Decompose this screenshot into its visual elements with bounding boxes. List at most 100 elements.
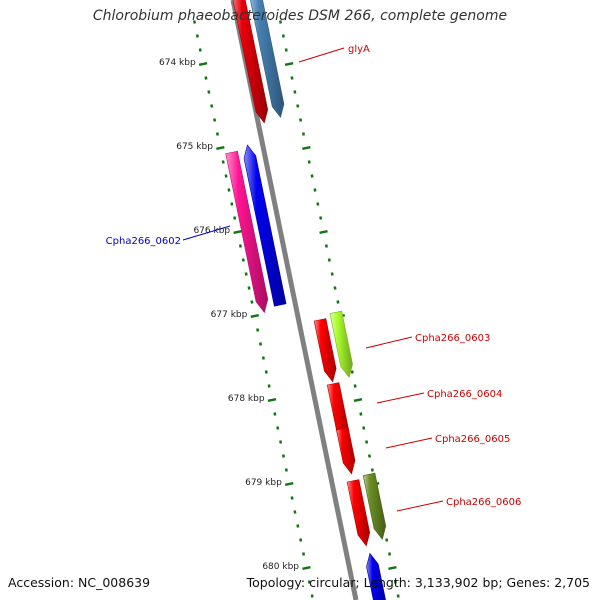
- tick-label-0: 674 kbp: [159, 58, 196, 68]
- gene-arrow-1[interactable]: [248, 0, 285, 119]
- gene-label-0[interactable]: glyA: [348, 44, 370, 55]
- gene-arrow-8[interactable]: [346, 479, 371, 547]
- tick-mark-4: [198, 48, 202, 52]
- tick-mark-22: [224, 174, 228, 178]
- label-leader-7: [385, 437, 433, 449]
- tick-mark-8: [204, 76, 208, 80]
- tick-mark-major-19: [302, 145, 311, 151]
- tick-mark-major-79: [388, 565, 397, 571]
- tick-mark-major-7: [284, 61, 294, 67]
- tick-mark-51: [350, 370, 354, 374]
- tick-mark-13: [296, 104, 300, 108]
- tick-mark-15: [299, 118, 303, 122]
- tick-mark-5: [284, 48, 288, 52]
- tick-mark-34: [241, 258, 245, 262]
- tick-mark-0: [192, 20, 197, 24]
- tick-mark-21: [307, 160, 311, 164]
- gene-arrow-10[interactable]: [366, 552, 387, 600]
- gene-arrow-3[interactable]: [225, 150, 269, 314]
- tick-mark-70: [293, 510, 297, 514]
- tick-mark-20: [221, 160, 225, 164]
- gene-label-7[interactable]: Cpha266_0605: [435, 434, 510, 445]
- tick-mark-58: [276, 426, 280, 430]
- tick-mark-48: [261, 356, 265, 360]
- tick-mark-44: [256, 328, 260, 332]
- tick-mark-61: [365, 440, 369, 444]
- tick-mark-63: [367, 454, 372, 458]
- tick-label-6: 680 kbp: [262, 562, 299, 572]
- tick-mark-2: [195, 34, 199, 38]
- gene-label-8[interactable]: Cpha266_0606: [446, 497, 521, 508]
- gene-arrow-9[interactable]: [362, 472, 387, 541]
- tick-mark-36: [244, 272, 248, 276]
- gene-label-6[interactable]: Cpha266_0604: [427, 389, 502, 400]
- tick-mark-74: [299, 538, 303, 542]
- tick-mark-16: [215, 132, 219, 136]
- tick-mark-11: [293, 90, 297, 94]
- tick-label-4: 678 kbp: [228, 394, 265, 404]
- tick-mark-64: [284, 468, 288, 472]
- tick-mark-41: [336, 300, 340, 304]
- tick-mark-28: [233, 216, 237, 220]
- tick-mark-82: [310, 594, 314, 598]
- gene-arrow-5[interactable]: [329, 310, 353, 379]
- tick-mark-75: [385, 538, 389, 542]
- gene-arrow-0[interactable]: [231, 0, 269, 124]
- tick-mark-53: [353, 384, 357, 388]
- tick-mark-77: [388, 552, 392, 556]
- tick-mark-62: [281, 454, 286, 458]
- gene-arrow-2[interactable]: [243, 144, 287, 307]
- gene-arrow-7[interactable]: [336, 427, 356, 475]
- tick-mark-10: [207, 90, 211, 94]
- tick-label-1: 675 kbp: [176, 142, 213, 152]
- tick-mark-3: [281, 34, 285, 38]
- tick-label-5: 679 kbp: [245, 478, 282, 488]
- tick-mark-81: [393, 580, 397, 584]
- label-layer: glyA Cpha266_0602 Cpha266_0603 Cpha266_0604…: [106, 44, 521, 512]
- label-leader-0: [298, 47, 345, 63]
- tick-mark-29: [319, 216, 323, 220]
- label-leader-8: [396, 500, 444, 512]
- tick-mark-39: [333, 286, 337, 290]
- tick-label-3: 677 kbp: [211, 310, 248, 320]
- tick-mark-major-31: [319, 229, 328, 235]
- tick-mark-1: [278, 20, 283, 24]
- tick-mark-17: [301, 132, 305, 136]
- gene-label-4[interactable]: Cpha266_0603: [415, 333, 490, 344]
- label-leader-4: [365, 336, 413, 349]
- tick-mark-major-30: [233, 229, 242, 235]
- tick-mark-33: [324, 244, 328, 248]
- tick-mark-56: [273, 412, 277, 416]
- tick-mark-14: [213, 118, 217, 122]
- tick-mark-24: [227, 188, 231, 192]
- tick-mark-68: [290, 496, 294, 500]
- tick-mark-25: [313, 188, 317, 192]
- tick-mark-major-18: [216, 145, 225, 151]
- tick-mark-32: [238, 244, 242, 248]
- tick-mark-major-6: [198, 61, 208, 67]
- gene-arrow-4[interactable]: [313, 318, 337, 383]
- tick-mark-12: [210, 104, 214, 108]
- tick-mark-76: [302, 552, 306, 556]
- tick-mark-46: [258, 342, 263, 346]
- gene-label-2[interactable]: Cpha266_0602: [106, 236, 181, 247]
- tick-mark-26: [230, 202, 234, 206]
- tick-mark-80: [307, 580, 311, 584]
- tick-mark-38: [247, 286, 251, 290]
- tick-mark-9: [290, 76, 294, 80]
- accession-text: Accession: NC_008639: [8, 575, 151, 590]
- tick-mark-59: [362, 426, 366, 430]
- tick-mark-23: [310, 174, 314, 178]
- topology-text: Topology: circular; Length: 3,133,902 bp…: [246, 575, 590, 590]
- tick-mark-35: [327, 258, 331, 262]
- tick-mark-27: [316, 202, 320, 206]
- label-leader-2: [182, 225, 231, 241]
- tick-mark-major-54: [267, 397, 277, 403]
- tick-mark-83: [396, 594, 400, 598]
- tick-mark-52: [267, 384, 271, 388]
- tick-mark-major-66: [284, 481, 294, 487]
- tick-mark-40: [250, 300, 254, 304]
- tick-mark-37: [330, 272, 334, 276]
- tick-mark-50: [264, 370, 268, 374]
